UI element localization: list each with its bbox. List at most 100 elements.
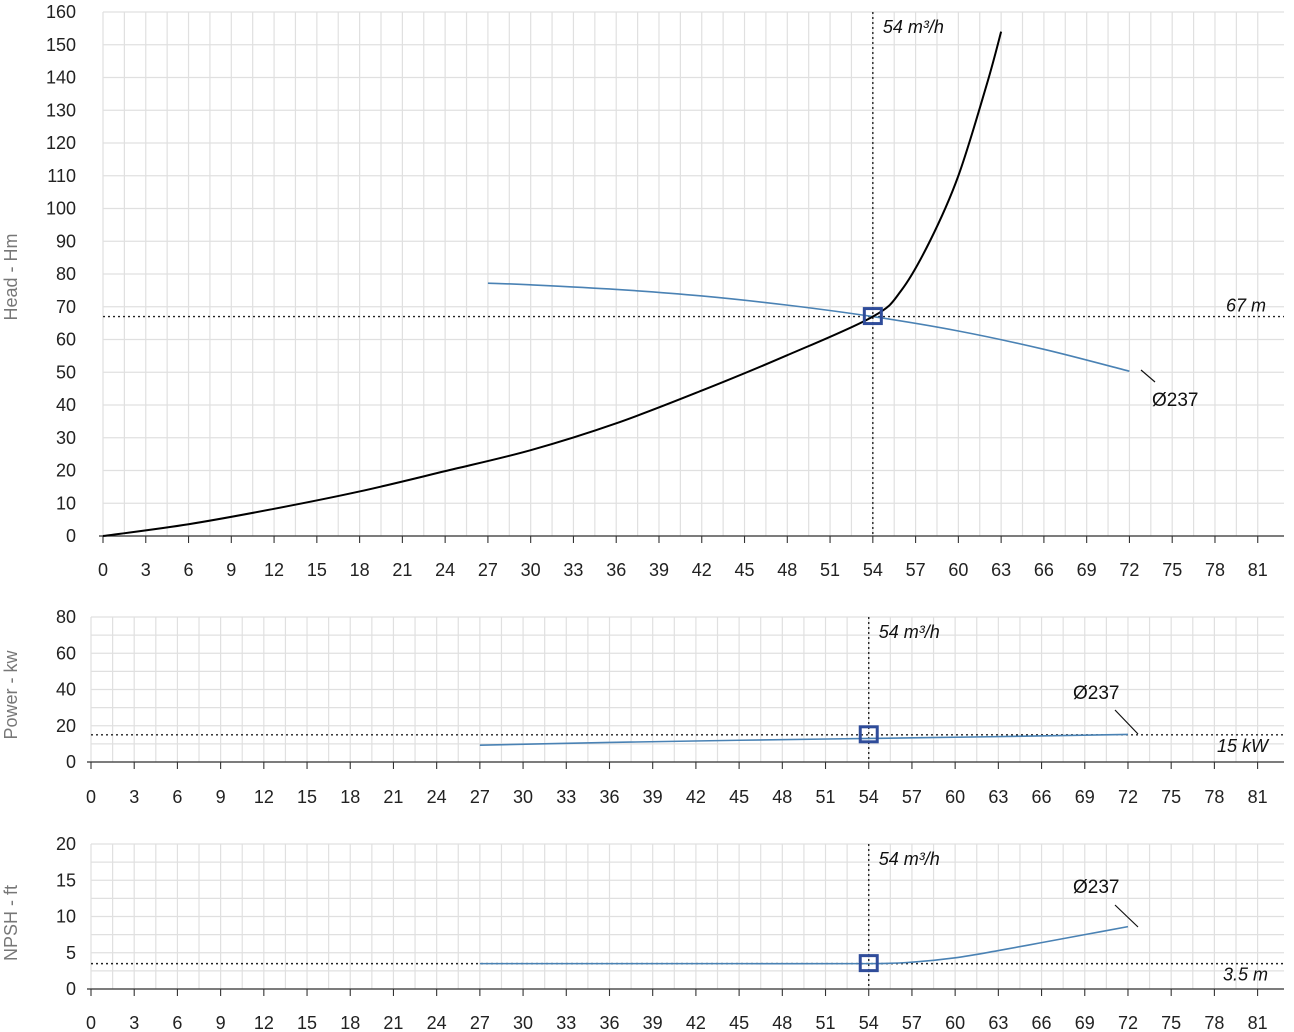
y-tick-label: 150 xyxy=(46,35,76,55)
x-tick-label: 18 xyxy=(340,1013,360,1032)
head-chart: 0 3 6 9 12 15 18 21 24 27 30 33 36 39 42 45 48 51 54 57 60 63… xyxy=(1,2,1284,580)
x-tick-label: 24 xyxy=(427,1013,447,1032)
x-tick-label: 15 xyxy=(297,1013,317,1032)
y-tick-label: 160 xyxy=(46,2,76,22)
x-tick-label: 3 xyxy=(141,560,151,580)
x-tick-label: 48 xyxy=(772,787,792,807)
x-tick-label: 51 xyxy=(816,1013,836,1032)
y-tick-label: 130 xyxy=(46,100,76,120)
flow-annotation: 54 m³/h xyxy=(879,622,940,642)
x-tick-label: 66 xyxy=(1032,787,1052,807)
x-tick-label: 54 xyxy=(859,1013,879,1032)
x-tick-label: 9 xyxy=(216,787,226,807)
x-tick-label: 60 xyxy=(948,560,968,580)
x-tick-label: 9 xyxy=(216,1013,226,1032)
x-tick-label: 18 xyxy=(350,560,370,580)
y-tick-label: 120 xyxy=(46,133,76,153)
x-tick-label: 6 xyxy=(172,1013,182,1032)
y-tick-label: 60 xyxy=(56,643,76,663)
y-axis-label: NPSH - ft xyxy=(1,885,21,961)
x-tick-label: 63 xyxy=(988,787,1008,807)
x-tick-label: 9 xyxy=(226,560,236,580)
pump-curve-line xyxy=(487,282,1130,373)
x-tick-label: 78 xyxy=(1204,1013,1224,1032)
y-tick-label: 30 xyxy=(56,428,76,448)
y-tick-label: 0 xyxy=(66,979,76,999)
duty-point-marker xyxy=(858,954,879,973)
pump-curve-line xyxy=(479,733,1128,746)
x-tick-label: 39 xyxy=(643,1013,663,1032)
x-tick-label: 6 xyxy=(184,560,194,580)
x-tick-label: 33 xyxy=(556,1013,576,1032)
x-tick-label: 36 xyxy=(599,787,619,807)
x-tick-label: 27 xyxy=(470,787,490,807)
x-tick-label: 24 xyxy=(427,787,447,807)
y-tick-label: 80 xyxy=(56,607,76,627)
x-tick-label: 45 xyxy=(735,560,755,580)
y-tick-label: 20 xyxy=(56,834,76,854)
curve-label-leader xyxy=(1114,709,1139,735)
x-tick-label: 66 xyxy=(1032,1013,1052,1032)
x-tick-label: 48 xyxy=(772,1013,792,1032)
value-annotation: 3.5 m xyxy=(1223,965,1268,985)
x-tick-label: 12 xyxy=(254,787,274,807)
power-chart: 0 3 6 9 12 15 18 21 24 27 30 33 36 39 42 45 48 51 54 57 60 63… xyxy=(1,607,1284,807)
x-tick-label: 6 xyxy=(172,787,182,807)
x-tick-label: 15 xyxy=(297,787,317,807)
x-tick-label: 30 xyxy=(521,560,541,580)
x-tick-label: 69 xyxy=(1075,1013,1095,1032)
system-curve-line xyxy=(102,31,1003,537)
x-tick-label: 36 xyxy=(599,1013,619,1032)
x-tick-label: 63 xyxy=(991,560,1011,580)
y-tick-label: 0 xyxy=(66,526,76,546)
curve-label-leader xyxy=(1140,369,1156,383)
x-tick-label: 39 xyxy=(649,560,669,580)
y-tick-label: 40 xyxy=(56,680,76,700)
x-tick-label: 18 xyxy=(340,787,360,807)
x-tick-label: 21 xyxy=(383,1013,403,1032)
x-tick-label: 57 xyxy=(902,1013,922,1032)
x-tick-label: 21 xyxy=(392,560,412,580)
x-tick-label: 15 xyxy=(307,560,327,580)
x-tick-label: 30 xyxy=(513,787,533,807)
x-tick-label: 54 xyxy=(859,787,879,807)
x-tick-label: 0 xyxy=(86,787,96,807)
flow-annotation: 54 m³/h xyxy=(883,17,944,37)
y-tick-label: 50 xyxy=(56,362,76,382)
x-tick-label: 57 xyxy=(902,787,922,807)
x-tick-label: 51 xyxy=(820,560,840,580)
y-tick-label: 20 xyxy=(56,461,76,481)
x-tick-label: 33 xyxy=(563,560,583,580)
x-tick-label: 81 xyxy=(1248,560,1268,580)
x-tick-label: 12 xyxy=(254,1013,274,1032)
x-tick-label: 69 xyxy=(1075,787,1095,807)
y-tick-label: 5 xyxy=(66,943,76,963)
x-tick-label: 27 xyxy=(470,1013,490,1032)
x-tick-label: 42 xyxy=(692,560,712,580)
y-tick-label: 15 xyxy=(56,870,76,890)
x-tick-label: 3 xyxy=(129,787,139,807)
x-tick-label: 33 xyxy=(556,787,576,807)
y-axis-label: Power - kw xyxy=(1,649,21,739)
x-tick-label: 45 xyxy=(729,1013,749,1032)
x-tick-label: 60 xyxy=(945,1013,965,1032)
y-tick-label: 10 xyxy=(56,907,76,927)
x-tick-label: 0 xyxy=(86,1013,96,1032)
y-axis-label: Head - Hm xyxy=(1,233,21,320)
x-tick-label: 48 xyxy=(777,560,797,580)
x-tick-label: 54 xyxy=(863,560,883,580)
x-tick-label: 42 xyxy=(686,1013,706,1032)
x-tick-label: 36 xyxy=(606,560,626,580)
y-tick-label: 100 xyxy=(46,199,76,219)
x-tick-label: 0 xyxy=(98,560,108,580)
x-tick-label: 57 xyxy=(906,560,926,580)
y-tick-label: 40 xyxy=(56,395,76,415)
y-tick-label: 110 xyxy=(47,166,76,186)
y-tick-label: 10 xyxy=(56,493,76,513)
y-tick-label: 60 xyxy=(56,330,76,350)
x-tick-label: 45 xyxy=(729,787,749,807)
y-tick-label: 140 xyxy=(46,68,76,88)
duty-point-marker xyxy=(858,725,879,744)
y-tick-label: 80 xyxy=(56,264,76,284)
